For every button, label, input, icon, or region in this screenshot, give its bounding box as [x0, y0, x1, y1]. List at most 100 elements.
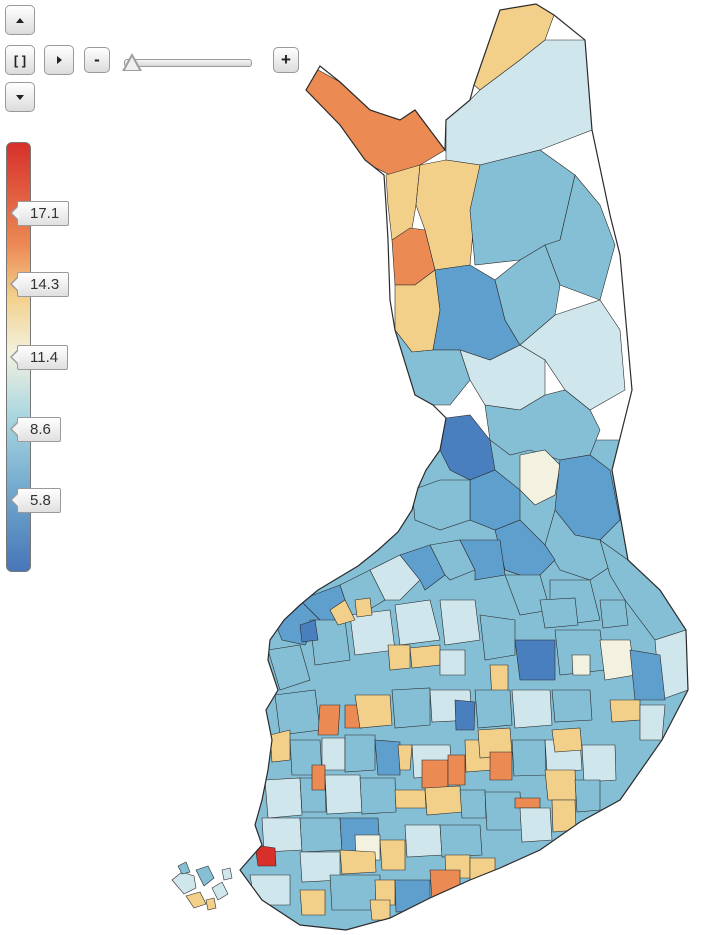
municipality-region[interactable] [629, 649, 666, 701]
municipality-region[interactable] [299, 619, 319, 643]
zoom-in-label: + [281, 50, 291, 69]
municipality-region[interactable] [424, 785, 463, 816]
municipality-region[interactable] [391, 687, 431, 729]
island-region[interactable] [221, 867, 233, 881]
municipality-region[interactable] [374, 879, 396, 906]
municipality-region[interactable] [469, 857, 496, 881]
municipality-region[interactable] [571, 654, 591, 676]
reset-view-button[interactable]: [ ] [5, 45, 35, 75]
municipality-region[interactable] [489, 751, 513, 781]
municipality-region[interactable] [447, 754, 466, 786]
municipality-region[interactable] [439, 649, 466, 676]
municipality-region[interactable] [359, 777, 397, 815]
municipality-region[interactable] [421, 759, 449, 789]
municipality-region[interactable] [374, 739, 401, 776]
reset-view-label: [ ] [13, 52, 27, 68]
municipality-region[interactable] [551, 727, 583, 753]
municipality-region[interactable] [459, 344, 546, 411]
municipality-region[interactable] [551, 689, 593, 723]
municipality-region[interactable] [394, 599, 441, 646]
municipality-region[interactable] [459, 539, 506, 581]
municipality-region[interactable] [379, 839, 406, 871]
legend-tick-label: 8.6 [10, 417, 61, 442]
municipality-region[interactable] [309, 619, 351, 666]
municipality-region[interactable] [339, 849, 377, 875]
municipality-region[interactable] [394, 789, 427, 809]
municipality-region[interactable] [399, 544, 446, 591]
municipality-region[interactable] [299, 889, 326, 916]
pan-up-button[interactable] [5, 5, 35, 35]
municipality-region[interactable] [254, 844, 277, 867]
municipality-region[interactable] [484, 389, 601, 461]
municipality-region[interactable] [494, 519, 556, 581]
municipality-region[interactable] [317, 704, 341, 736]
municipality-region[interactable] [324, 774, 363, 815]
municipality-region[interactable] [609, 699, 641, 723]
municipality-region[interactable] [479, 614, 516, 661]
municipality-region[interactable] [269, 729, 291, 763]
island-region[interactable] [185, 891, 207, 909]
municipality-region[interactable] [299, 59, 446, 176]
municipality-region[interactable] [474, 689, 513, 729]
municipality-region[interactable] [369, 554, 421, 601]
municipality-region[interactable] [454, 699, 476, 731]
municipality-region[interactable] [264, 777, 303, 819]
municipality-region[interactable] [329, 599, 356, 626]
aland-islands [171, 861, 233, 911]
municipality-region[interactable] [409, 644, 441, 669]
municipality-region[interactable] [494, 244, 561, 346]
municipality-region[interactable] [539, 597, 579, 629]
municipality-region[interactable] [397, 744, 413, 771]
municipality-region[interactable] [321, 737, 346, 771]
municipality-region[interactable] [299, 817, 343, 853]
pan-down-button[interactable] [5, 82, 35, 112]
island-region[interactable] [171, 871, 197, 895]
municipality-region[interactable] [369, 899, 391, 921]
pan-right-button[interactable] [44, 45, 74, 75]
municipality-region[interactable] [519, 807, 553, 843]
municipality-region[interactable] [267, 644, 311, 691]
municipality-region[interactable] [514, 639, 556, 681]
municipality-region[interactable] [439, 824, 483, 858]
municipality-region[interactable] [459, 789, 487, 819]
municipality-region[interactable] [544, 174, 616, 301]
zoom-out-label: - [94, 50, 100, 69]
municipality-region[interactable] [404, 824, 443, 858]
island-region[interactable] [195, 865, 215, 887]
municipality-region[interactable] [354, 597, 373, 618]
municipality-region[interactable] [354, 694, 393, 729]
municipality-region[interactable] [514, 797, 541, 809]
municipality-region[interactable] [511, 739, 547, 777]
island-region[interactable] [205, 897, 217, 911]
island-region[interactable] [177, 861, 191, 875]
municipality-region[interactable] [639, 704, 666, 741]
country-outline [239, 3, 689, 931]
municipality-region[interactable] [511, 689, 553, 729]
municipality-region[interactable] [411, 479, 471, 531]
municipality-region[interactable] [274, 689, 321, 736]
municipality-region[interactable] [599, 599, 629, 629]
municipality-region[interactable] [429, 539, 476, 581]
municipality-region[interactable] [439, 599, 481, 646]
zoom-out-button[interactable]: - [84, 47, 110, 73]
municipality-region[interactable] [544, 769, 577, 801]
municipality-region[interactable] [311, 764, 326, 791]
island-region[interactable] [211, 881, 229, 901]
municipality-region[interactable] [387, 644, 411, 671]
legend-tick-label: 11.4 [9, 345, 69, 370]
zoom-slider-track[interactable] [124, 59, 252, 67]
arrow-down-icon [16, 94, 24, 100]
arrow-right-icon [56, 56, 62, 64]
municipality-region[interactable] [344, 734, 376, 773]
legend-tick-label: 14.3 [9, 272, 70, 297]
municipality-region[interactable] [599, 639, 636, 681]
legend-tick-label: 17.1 [9, 201, 70, 226]
zoom-in-button[interactable]: + [273, 47, 299, 73]
municipality-region[interactable] [581, 744, 617, 783]
arrow-up-icon [16, 17, 24, 23]
municipality-region[interactable] [249, 874, 291, 906]
zoom-slider-thumb-face [125, 57, 139, 70]
legend-tick-label: 5.8 [10, 488, 61, 513]
municipality-region[interactable] [574, 779, 601, 813]
